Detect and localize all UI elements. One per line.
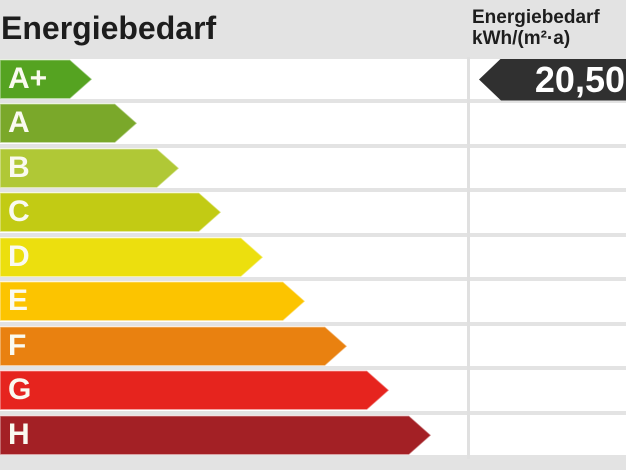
- scale-row-G: G: [0, 370, 626, 411]
- value-badge: 20,50: [479, 58, 626, 101]
- chart-header: Energiebedarf Energiebedarf kWh/(m²·a): [0, 0, 626, 57]
- class-label: F: [8, 328, 27, 362]
- class-arrow: [0, 325, 348, 366]
- efficiency-scale: A+ A B C D E F G H: [0, 57, 626, 459]
- scale-row-H: H: [0, 414, 626, 455]
- class-label: D: [8, 239, 30, 273]
- class-arrow: [0, 236, 264, 277]
- class-arrow: [0, 192, 222, 233]
- value-column-divider: [467, 57, 470, 459]
- class-label: E: [8, 284, 29, 317]
- class-label: C: [8, 195, 30, 228]
- value-column-unit: kWh/(m²·a): [472, 28, 571, 49]
- page-title: Energiebedarf: [1, 10, 217, 46]
- class-label: H: [8, 417, 30, 451]
- scale-row-F: F: [0, 325, 626, 366]
- class-arrow: [0, 58, 93, 99]
- scale-row-B: B: [0, 147, 626, 188]
- scale-row-A: A: [0, 103, 626, 144]
- scale-row-E: E: [0, 281, 626, 322]
- class-label: A+: [8, 61, 48, 95]
- class-arrow: [0, 370, 390, 411]
- class-arrow: [0, 103, 138, 144]
- bottom-margin-strip: [0, 458, 626, 470]
- scale-row-D: D: [0, 236, 626, 277]
- class-arrow: [0, 281, 306, 322]
- class-label: G: [8, 373, 32, 406]
- value-column-title: Energiebedarf: [472, 7, 600, 28]
- class-arrow: [0, 147, 180, 188]
- class-arrow: [0, 414, 432, 455]
- class-label: A: [8, 106, 30, 139]
- scale-row-C: C: [0, 192, 626, 233]
- value-column-header: Energiebedarf kWh/(m²·a): [472, 7, 600, 49]
- class-label: B: [8, 150, 30, 184]
- value-badge-text: 20,50: [534, 58, 625, 100]
